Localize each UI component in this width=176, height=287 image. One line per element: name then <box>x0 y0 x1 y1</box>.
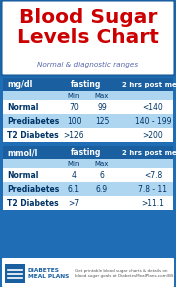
Bar <box>3 114 173 128</box>
Text: 99: 99 <box>97 102 107 112</box>
Bar <box>3 91 173 100</box>
Text: 100: 100 <box>67 117 81 125</box>
Bar <box>3 100 173 114</box>
Text: >126: >126 <box>64 131 84 139</box>
Bar <box>5 264 25 283</box>
Bar <box>3 196 173 210</box>
Text: Get printable blood sugar charts & details on
blood sugar goals at DiabetesMealP: Get printable blood sugar charts & detai… <box>75 269 174 278</box>
Text: fasting: fasting <box>71 148 101 157</box>
Text: Min: Min <box>68 92 80 98</box>
Bar <box>3 159 173 168</box>
Text: T2 Diabetes: T2 Diabetes <box>7 199 59 208</box>
Text: mg/dl: mg/dl <box>7 80 32 89</box>
Text: T2 Diabetes: T2 Diabetes <box>7 131 59 139</box>
Text: Prediabetes: Prediabetes <box>7 185 59 193</box>
Text: 2 hrs post meal: 2 hrs post meal <box>122 150 176 156</box>
Text: >200: >200 <box>143 131 163 139</box>
Text: Normal & diagnostic ranges: Normal & diagnostic ranges <box>37 62 139 68</box>
Text: Min: Min <box>68 160 80 166</box>
Bar <box>3 128 173 142</box>
Text: Max: Max <box>95 160 109 166</box>
Text: fasting: fasting <box>71 80 101 89</box>
Text: <7.8: <7.8 <box>144 170 162 179</box>
Text: >11.1: >11.1 <box>142 199 164 208</box>
Text: Levels Chart: Levels Chart <box>17 28 159 47</box>
Bar <box>3 78 173 91</box>
Text: Blood Sugar: Blood Sugar <box>19 8 157 27</box>
Text: 6.1: 6.1 <box>68 185 80 193</box>
Text: <140: <140 <box>143 102 163 112</box>
Bar <box>3 168 173 182</box>
Text: 2 hrs post meal: 2 hrs post meal <box>122 82 176 88</box>
Text: Max: Max <box>95 92 109 98</box>
Text: >7: >7 <box>68 199 80 208</box>
Text: 6: 6 <box>100 170 104 179</box>
Text: 125: 125 <box>95 117 109 125</box>
Text: Normal: Normal <box>7 170 38 179</box>
Text: 4: 4 <box>72 170 76 179</box>
FancyBboxPatch shape <box>2 258 174 287</box>
Text: 140 - 199: 140 - 199 <box>135 117 171 125</box>
Text: 6.9: 6.9 <box>96 185 108 193</box>
Text: 7.8 - 11: 7.8 - 11 <box>139 185 168 193</box>
Bar <box>3 182 173 196</box>
Text: DIABETES
MEAL PLANS: DIABETES MEAL PLANS <box>28 268 69 279</box>
Text: Prediabetes: Prediabetes <box>7 117 59 125</box>
Text: Normal: Normal <box>7 102 38 112</box>
Text: mmol/l: mmol/l <box>7 148 37 157</box>
FancyBboxPatch shape <box>2 1 174 75</box>
Text: 70: 70 <box>69 102 79 112</box>
Bar <box>3 146 173 159</box>
